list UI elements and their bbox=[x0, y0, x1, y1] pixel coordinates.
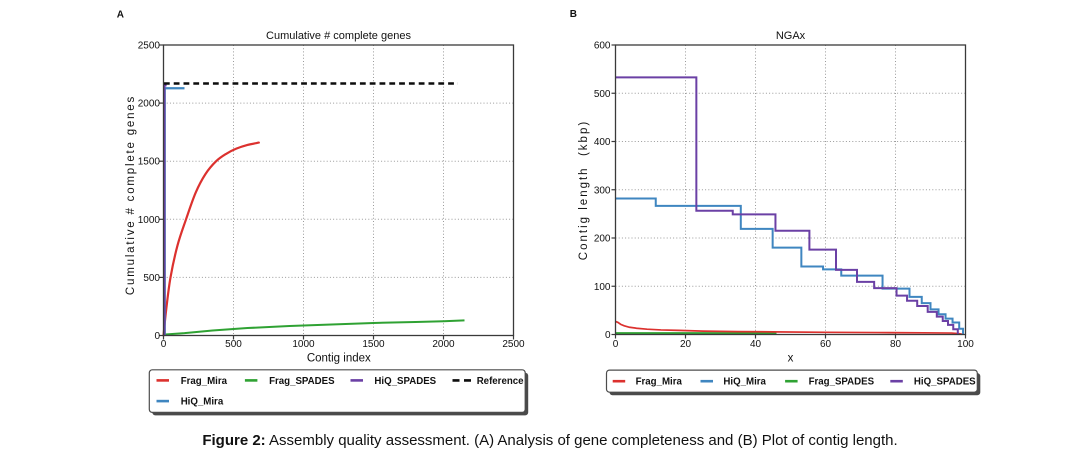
svg-text:Frag_SPADES: Frag_SPADES bbox=[269, 376, 335, 387]
svg-text:400: 400 bbox=[594, 137, 611, 148]
svg-text:1000: 1000 bbox=[292, 339, 315, 350]
svg-text:0: 0 bbox=[154, 331, 160, 342]
svg-text:HiQ_Mira: HiQ_Mira bbox=[181, 397, 224, 408]
svg-text:A: A bbox=[117, 10, 124, 21]
svg-text:2000: 2000 bbox=[432, 339, 455, 350]
svg-text:Figure 2: Assembly quality ass: Figure 2: Assembly quality assessment. (… bbox=[202, 432, 897, 449]
svg-text:2500: 2500 bbox=[138, 41, 161, 52]
svg-text:2000: 2000 bbox=[138, 99, 161, 110]
svg-text:300: 300 bbox=[594, 185, 611, 196]
svg-text:B: B bbox=[570, 9, 577, 20]
svg-text:600: 600 bbox=[594, 41, 611, 52]
svg-text:Contig length (kbp): Contig length (kbp) bbox=[578, 120, 590, 260]
svg-text:100: 100 bbox=[594, 282, 611, 293]
svg-text:NGAx: NGAx bbox=[776, 30, 806, 42]
svg-text:0: 0 bbox=[613, 339, 619, 350]
svg-text:Cumulative # complete genes: Cumulative # complete genes bbox=[266, 30, 411, 42]
svg-text:HiQ_SPADES: HiQ_SPADES bbox=[914, 377, 976, 388]
svg-text:200: 200 bbox=[594, 234, 611, 245]
svg-text:2500: 2500 bbox=[502, 339, 525, 350]
svg-text:Cumulative # complete genes: Cumulative # complete genes bbox=[125, 95, 137, 295]
svg-text:HiQ_SPADES: HiQ_SPADES bbox=[374, 376, 436, 387]
svg-text:20: 20 bbox=[680, 339, 692, 350]
svg-text:1500: 1500 bbox=[138, 157, 161, 168]
svg-text:500: 500 bbox=[594, 89, 611, 100]
svg-text:HiQ_Mira: HiQ_Mira bbox=[723, 377, 766, 388]
svg-text:0: 0 bbox=[161, 339, 167, 350]
svg-text:500: 500 bbox=[143, 273, 160, 284]
svg-text:Frag_Mira: Frag_Mira bbox=[181, 376, 228, 387]
svg-text:Reference: Reference bbox=[477, 376, 524, 387]
svg-text:40: 40 bbox=[750, 339, 762, 350]
svg-text:x: x bbox=[788, 353, 794, 365]
svg-text:0: 0 bbox=[605, 330, 611, 341]
svg-text:1000: 1000 bbox=[138, 215, 161, 226]
svg-text:Contig index: Contig index bbox=[307, 353, 371, 365]
svg-text:500: 500 bbox=[225, 339, 242, 350]
svg-text:100: 100 bbox=[957, 339, 974, 350]
svg-text:1500: 1500 bbox=[362, 339, 385, 350]
svg-text:Frag_SPADES: Frag_SPADES bbox=[809, 377, 875, 388]
svg-text:60: 60 bbox=[820, 339, 832, 350]
svg-text:Frag_Mira: Frag_Mira bbox=[636, 377, 683, 388]
svg-text:80: 80 bbox=[890, 339, 902, 350]
